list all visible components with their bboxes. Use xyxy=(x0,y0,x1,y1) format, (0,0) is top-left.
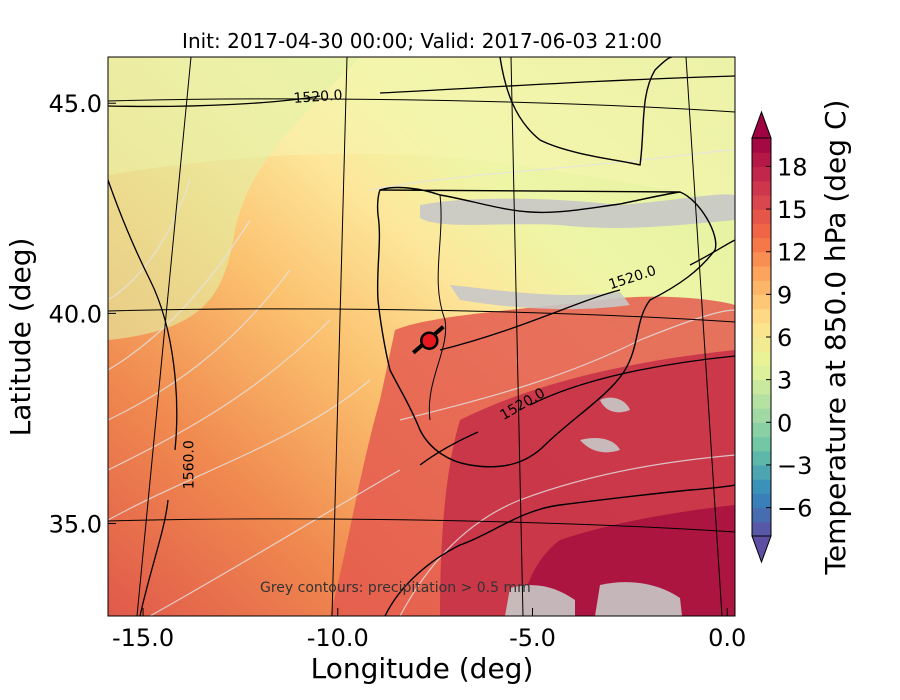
colorbar-segment xyxy=(752,180,771,196)
x-tick-label: -15.0 xyxy=(112,624,174,652)
colorbar-segment xyxy=(752,521,771,537)
isotherm-7 xyxy=(399,309,735,421)
cool-west-region xyxy=(108,57,360,340)
colorbar-tick-label: 12 xyxy=(777,239,808,267)
y-tick-label: 35.0 xyxy=(49,511,102,539)
isotherm-3 xyxy=(108,269,291,421)
x-tick-label: -5.0 xyxy=(509,624,556,652)
colorbar-segment xyxy=(752,265,771,281)
graticule-lon-0 xyxy=(685,57,723,616)
colorbar-extend-max xyxy=(751,110,772,139)
colorbar-segment xyxy=(752,464,771,480)
x-axis-ticks: -15.0 -10.0 -5.0 0.0 xyxy=(112,608,746,652)
graticule-lat-35 xyxy=(108,518,735,533)
precip-patch-center xyxy=(450,285,630,310)
colorbar-tick-label: 18 xyxy=(777,153,808,181)
colorbar-segment xyxy=(752,322,771,338)
precip-patch-east xyxy=(580,438,620,453)
colorbar-segment xyxy=(752,209,771,224)
colorbar-segment xyxy=(752,337,771,352)
colorbar-tick-label: 9 xyxy=(777,281,792,309)
border-france-spain xyxy=(619,191,681,205)
hottest-region xyxy=(520,505,735,616)
graticule-lat-45 xyxy=(108,98,735,113)
marker-dot xyxy=(420,331,439,350)
colorbar-segment xyxy=(752,436,771,452)
colorbar-segment xyxy=(752,450,771,466)
colorbar-segment xyxy=(752,308,771,324)
height-contour-1560 xyxy=(108,179,178,616)
isotherm-5 xyxy=(149,469,401,616)
colorbar-segment xyxy=(752,251,771,267)
isotherm-1 xyxy=(108,379,371,521)
height-contour-label: 1560.0 xyxy=(182,440,198,489)
graticule-lon-10 xyxy=(331,57,348,616)
y-tick-label: 45.0 xyxy=(49,90,102,118)
colorbar: 18 15 12 9 6 3 0 −3 −6 xyxy=(751,110,812,564)
colorbar-segment xyxy=(752,152,771,168)
colorbar-tick-label: 0 xyxy=(777,409,792,437)
coastline-france xyxy=(499,57,673,166)
graticule-lon-5 xyxy=(510,57,524,616)
colorbar-tick-label: 3 xyxy=(777,367,792,395)
colorbar-segment xyxy=(752,422,771,438)
colorbar-tick-label: −6 xyxy=(777,495,812,523)
precip-patch-east-2 xyxy=(600,397,630,413)
height-contour-1520-east xyxy=(439,239,735,351)
height-contour-1520-south xyxy=(419,355,735,466)
graticule-lon-15 xyxy=(136,57,192,616)
colorbar-segment xyxy=(752,138,771,153)
colorbar-segment xyxy=(752,280,771,295)
isotherm-2 xyxy=(108,319,331,471)
coastlines xyxy=(376,57,735,616)
colorbar-segment xyxy=(752,507,771,523)
height-contour-label: 1520.0 xyxy=(293,87,343,106)
axes-frame xyxy=(107,56,736,617)
colorbar-segment xyxy=(752,237,771,253)
colorbar-label: Temperature at 850.0 hPa (deg C) xyxy=(819,100,852,576)
height-contour-1520-north xyxy=(108,75,735,108)
x-tick-label: 0.0 xyxy=(708,624,746,652)
colorbar-segment xyxy=(752,393,771,409)
colorbar-tick-label: 15 xyxy=(777,196,808,224)
colorbar-tick-label: 6 xyxy=(777,324,792,352)
graticule-lat-40 xyxy=(108,308,735,323)
isotherm-8 xyxy=(108,179,191,301)
height-contour-lines xyxy=(108,75,735,616)
isotherm-4 xyxy=(108,219,251,371)
colorbar-segment xyxy=(752,351,771,367)
y-axis-ticks: 35.0 40.0 45.0 xyxy=(49,90,116,539)
country-borders xyxy=(428,191,681,421)
graticule xyxy=(108,57,735,616)
colorbar-segment xyxy=(752,194,771,210)
precip-patch-north xyxy=(420,194,735,228)
colorbar-segment xyxy=(752,479,771,494)
x-axis-label: Longitude (deg) xyxy=(311,652,534,685)
colorbar-tick-label: −3 xyxy=(777,452,812,480)
chart-title: Init: 2017-04-30 00:00; Valid: 2017-06-0… xyxy=(182,29,662,53)
isotherm-9 xyxy=(369,149,735,191)
border-portugal-spain xyxy=(428,194,447,421)
x-tick-label: -10.0 xyxy=(307,624,369,652)
colorbar-segment xyxy=(752,379,771,395)
colorbar-segment xyxy=(752,365,771,381)
colorbar-extend-min xyxy=(751,535,772,564)
colorbar-segment xyxy=(752,408,771,423)
colorbar-segment xyxy=(752,294,771,310)
coastline-africa xyxy=(384,484,735,616)
colorbar-segment xyxy=(752,493,771,509)
y-tick-label: 40.0 xyxy=(49,300,102,328)
colorbar-segment xyxy=(752,166,771,182)
colorbar-segment xyxy=(752,223,771,239)
location-marker xyxy=(411,325,445,355)
y-axis-label: Latitude (deg) xyxy=(4,238,37,437)
precip-patch-southeast xyxy=(595,582,682,616)
precipitation-annotation: Grey contours: precipitation > 0.5 mm xyxy=(260,580,531,596)
